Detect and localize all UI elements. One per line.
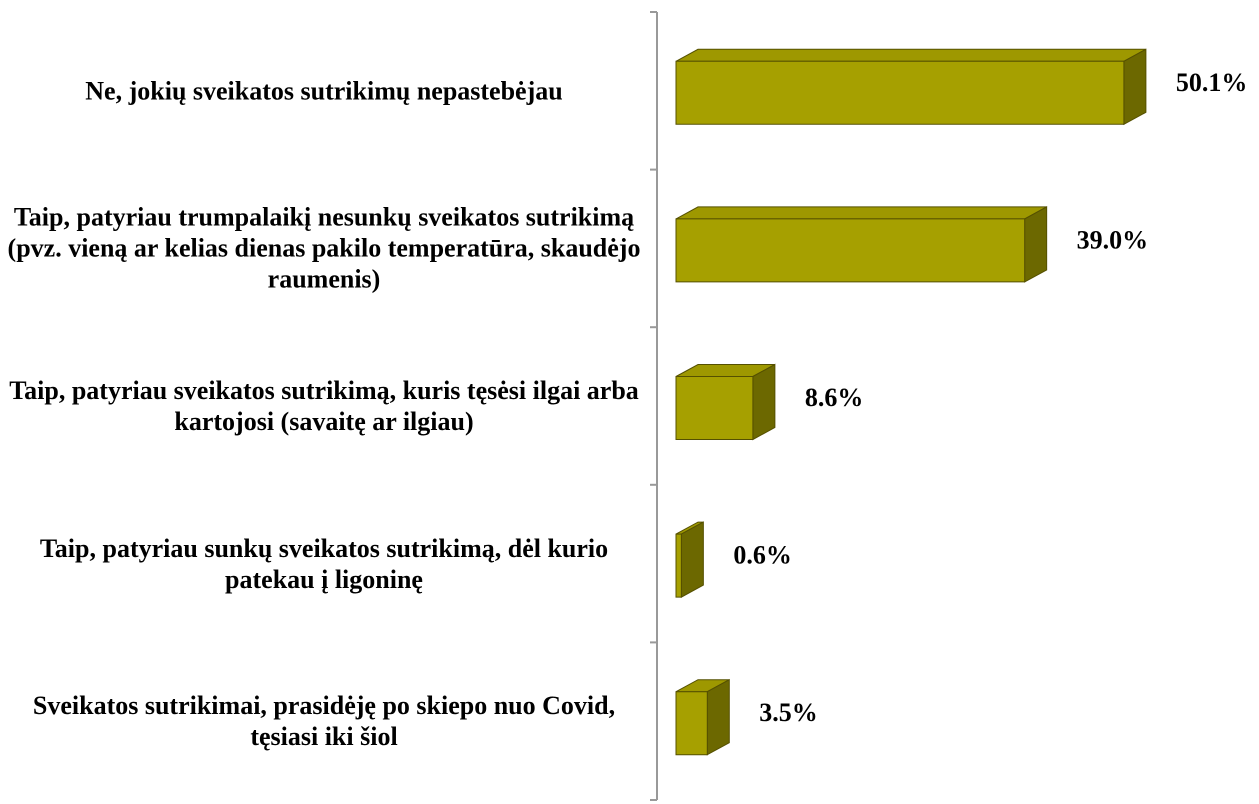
bar-top	[675, 48, 1147, 62]
category-label: Taip, patyriau trumpalaikį nesunkų sveik…	[7, 202, 641, 294]
bar-front	[675, 218, 1026, 283]
bar	[675, 521, 704, 598]
bar-front	[675, 60, 1125, 125]
value-label: 50.1%	[1176, 68, 1248, 97]
bar	[675, 206, 1048, 283]
value-label: 3.5%	[759, 698, 818, 727]
value-label: 39.0%	[1077, 225, 1149, 254]
value-label: 0.6%	[733, 541, 792, 570]
bar-side	[1123, 48, 1147, 126]
category-label: Sveikatos sutrikimai, prasidėję po skiep…	[32, 691, 616, 752]
bar	[675, 363, 776, 441]
bar-top	[675, 206, 1047, 220]
bar-front	[675, 691, 708, 756]
bar-front	[675, 533, 682, 598]
bar-front	[675, 376, 754, 440]
category-label: Taip, patyriau sunkų sveikatos sutrikimą…	[39, 533, 609, 594]
bar	[675, 678, 730, 756]
bar-side	[1024, 206, 1048, 283]
category-label: Taip, patyriau sveikatos sutrikimą, kuri…	[9, 376, 639, 436]
bar-side	[706, 678, 730, 756]
bar-side	[752, 363, 776, 441]
bar-side	[680, 521, 704, 598]
category-label: Ne, jokių sveikatos sutrikimų nepastebėj…	[85, 76, 563, 106]
bar	[675, 48, 1147, 126]
value-label: 8.6%	[805, 383, 864, 412]
